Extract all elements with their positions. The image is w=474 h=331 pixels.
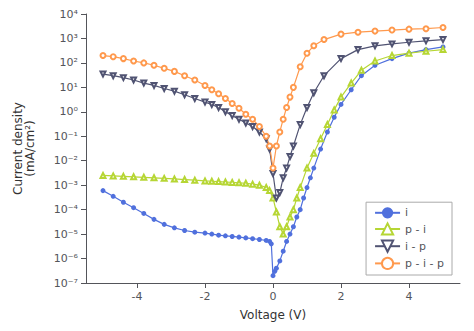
svg-text:10⁻²: 10⁻²	[54, 154, 78, 167]
svg-text:2: 2	[338, 290, 345, 303]
svg-text:4: 4	[406, 290, 413, 303]
svg-text:p - i: p - i	[405, 223, 426, 236]
svg-text:-4: -4	[132, 290, 143, 303]
svg-text:10⁰: 10⁰	[60, 105, 79, 118]
svg-text:0: 0	[270, 290, 277, 303]
svg-text:10⁻¹: 10⁻¹	[54, 130, 78, 143]
svg-text:i: i	[405, 206, 408, 219]
svg-text:Current density: Current density	[11, 102, 25, 195]
svg-text:10⁻⁷: 10⁻⁷	[54, 277, 78, 290]
svg-text:(mA/cm²): (mA/cm²)	[23, 120, 37, 176]
svg-text:p - i - p: p - i - p	[405, 257, 444, 270]
svg-text:10¹: 10¹	[60, 81, 78, 94]
svg-text:10²: 10²	[60, 56, 78, 69]
svg-text:10⁻⁴: 10⁻⁴	[54, 203, 79, 216]
svg-text:10⁻⁶: 10⁻⁶	[54, 252, 79, 265]
svg-text:10⁻⁵: 10⁻⁵	[54, 228, 78, 241]
svg-text:10⁴: 10⁴	[60, 8, 79, 21]
svg-text:-2: -2	[200, 290, 211, 303]
svg-text:10⁻³: 10⁻³	[54, 179, 78, 192]
svg-text:i - p: i - p	[405, 240, 426, 253]
svg-text:10³: 10³	[60, 32, 78, 45]
svg-text:Voltage (V): Voltage (V)	[240, 308, 306, 322]
